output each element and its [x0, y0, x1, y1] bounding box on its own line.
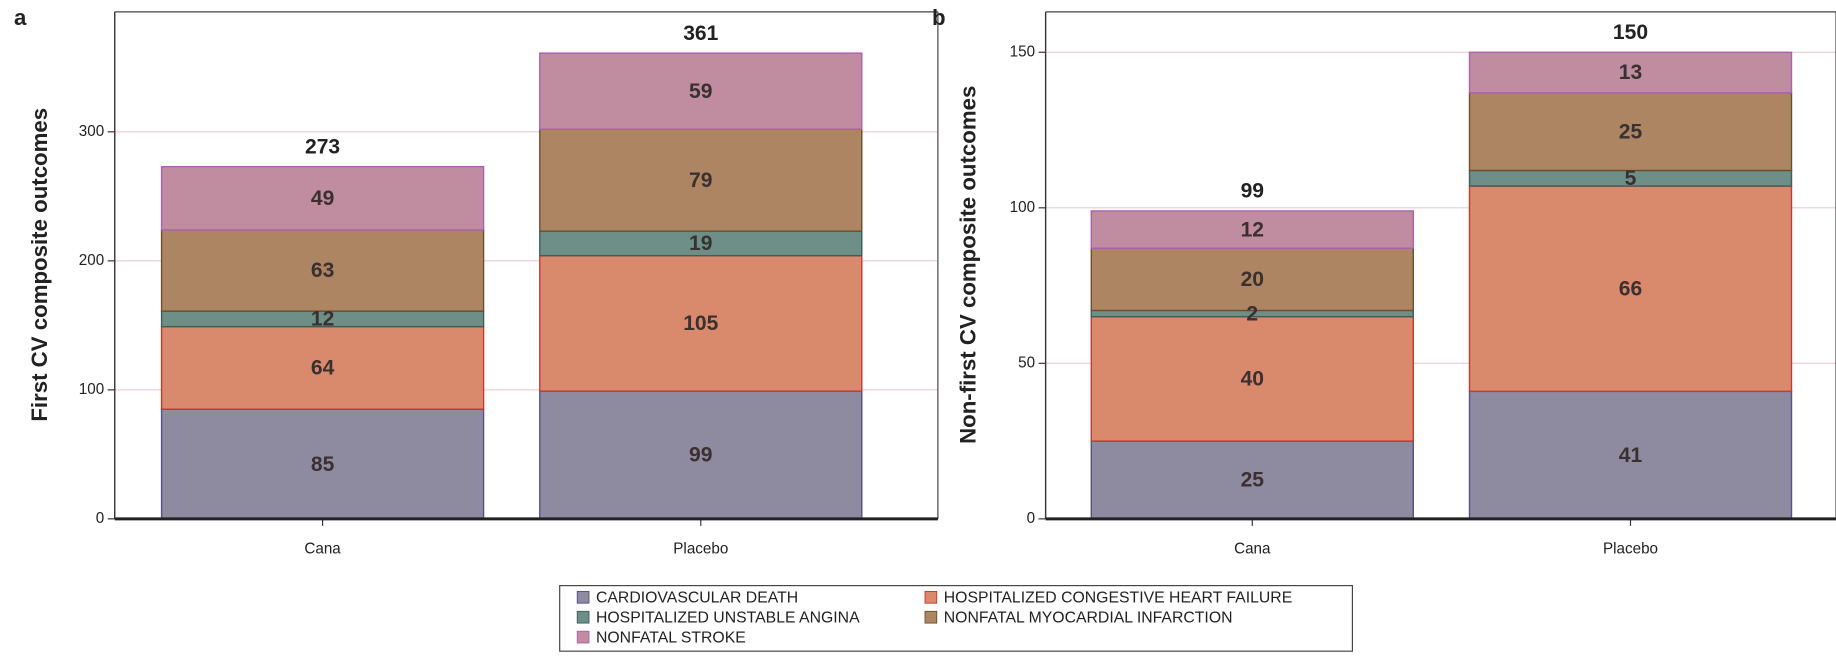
y-axis-label: First CV composite outcomes	[27, 108, 52, 422]
value-label: 19	[689, 232, 712, 255]
legend-swatch	[576, 630, 590, 644]
bar-segment	[1468, 185, 1793, 393]
bar-segment	[539, 254, 863, 392]
value-label: 12	[311, 308, 334, 331]
bar-segment	[1468, 51, 1793, 94]
value-label: 2	[1246, 302, 1258, 325]
legend-label: HOSPITALIZED CONGESTIVE HEART FAILURE	[944, 590, 1293, 607]
y-axis-label: Non-first CV composite outcomes	[955, 86, 980, 444]
legend-swatch	[924, 590, 938, 604]
y-tick-label: 100	[79, 381, 104, 398]
value-label: 105	[683, 312, 718, 335]
legend-label: HOSPITALIZED UNSTABLE ANGINA	[596, 610, 860, 627]
value-label: 64	[311, 357, 335, 380]
y-tick-label: 300	[79, 123, 104, 140]
bar-segment	[160, 165, 485, 231]
legend-swatch	[924, 610, 938, 624]
legend-swatch	[576, 610, 590, 624]
y-tick-label: 100	[1010, 199, 1035, 216]
value-label: 63	[311, 259, 334, 282]
total-label: 150	[1613, 21, 1648, 44]
panel-label: a	[14, 5, 27, 30]
value-label: 13	[1619, 61, 1642, 84]
legend-label: NONFATAL STROKE	[596, 629, 746, 646]
x-tick-label: Cana	[304, 540, 341, 557]
total-label: 99	[1241, 180, 1264, 203]
x-tick-label: Cana	[1234, 540, 1271, 557]
value-label: 5	[1625, 167, 1637, 190]
x-tick-label: Placebo	[673, 540, 728, 557]
y-tick-label: 50	[1018, 354, 1035, 371]
y-tick-label: 0	[96, 510, 104, 527]
bar-segment	[1468, 92, 1793, 172]
value-label: 25	[1241, 469, 1265, 492]
legend-box	[559, 585, 1353, 652]
y-tick-label: 0	[1027, 510, 1035, 527]
bar-segment	[539, 390, 863, 520]
total-label: 361	[683, 22, 718, 45]
value-label: 59	[689, 80, 712, 103]
bar-segment	[539, 52, 863, 130]
panel-label: b	[932, 5, 946, 30]
value-label: 40	[1241, 368, 1264, 391]
value-label: 12	[1241, 218, 1264, 241]
legend-swatch	[576, 590, 590, 604]
value-label: 99	[689, 444, 712, 467]
bar-segment	[1090, 210, 1415, 249]
value-label: 20	[1241, 268, 1264, 291]
x-tick-label: Placebo	[1603, 540, 1658, 557]
value-label: 25	[1619, 120, 1643, 143]
y-tick-label: 200	[79, 252, 104, 269]
value-label: 41	[1619, 444, 1643, 467]
value-label: 85	[311, 453, 335, 476]
value-label: 49	[311, 187, 334, 210]
legend-label: NONFATAL MYOCARDIAL INFARCTION	[944, 610, 1233, 627]
bar-segment	[160, 408, 485, 520]
bar-segment	[1468, 390, 1793, 520]
bar-segment	[160, 325, 485, 410]
bar-segment	[1090, 247, 1415, 312]
legend-label: CARDIOVASCULAR DEATH	[596, 590, 798, 607]
total-label: 273	[305, 135, 340, 158]
bar-segment	[160, 229, 485, 312]
value-label: 79	[689, 169, 712, 192]
bar-segment	[539, 128, 863, 232]
y-tick-label: 150	[1010, 43, 1035, 60]
value-label: 66	[1619, 277, 1642, 300]
